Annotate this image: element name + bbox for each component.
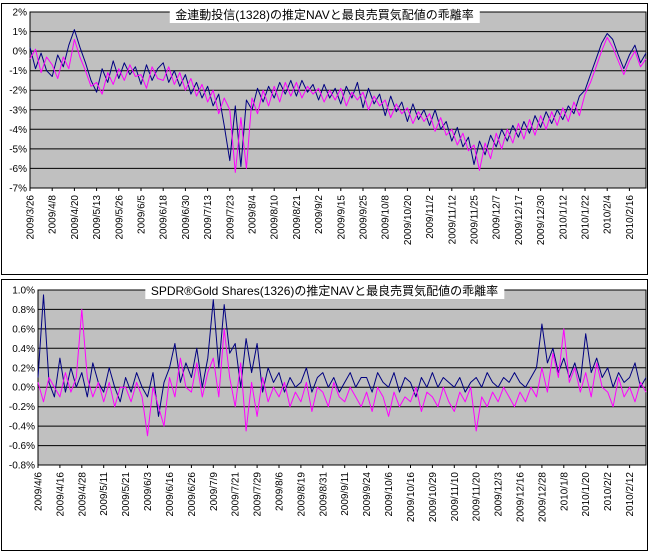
y-axis-label: -3% — [9, 105, 27, 116]
y-axis-label: 0.4% — [12, 344, 35, 355]
x-axis-label: 2009/12/7 — [492, 195, 503, 240]
x-axis-label: 2010/1/8 — [559, 472, 570, 511]
y-axis-label: 0.6% — [12, 324, 35, 335]
chart-canvas: 1.0% 0.8% 0.6% 0.4% 0.2% 0.0% -0.2% -0.4% -0.6% -… — [9, 286, 647, 522]
x-axis-label: 2009/11/10 — [450, 472, 461, 522]
x-axis-label: 2009/7/29 — [253, 472, 264, 517]
x-axis-label: 2010/1/12 — [558, 195, 569, 240]
chart-1326-title: SPDR®Gold Shares(1326)の推定NAVと最良売買気配値の乖離率 — [144, 284, 505, 299]
y-axis-label: 0.0% — [12, 383, 35, 394]
x-axis-label: 2009/4/16 — [55, 472, 66, 517]
y-axis-label: -0.4% — [9, 422, 35, 433]
x-axis-label: 2009/10/8 — [381, 195, 392, 240]
x-axis-label: 2009/11/20 — [472, 472, 483, 522]
x-axis-label: 2009/5/13 — [92, 195, 103, 240]
x-axis-label: 2009/6/16 — [165, 472, 176, 517]
x-axis-label: 2010/1/20 — [581, 472, 592, 517]
y-axis-label: 0.8% — [12, 305, 35, 316]
x-axis-label: 2009/11/2 — [425, 195, 436, 239]
x-axis-label: 2009/3/26 — [26, 195, 37, 240]
x-axis-label: 2010/2/2 — [603, 472, 614, 511]
x-axis-label: 2010/1/22 — [581, 195, 592, 240]
y-axis-label: -7% — [9, 184, 27, 195]
series-magenta-line — [29, 36, 647, 173]
x-axis-label: 2009/9/11 — [340, 472, 351, 516]
x-axis-label: 2009/9/25 — [359, 195, 370, 240]
x-axis-label: 2009/8/4 — [248, 195, 259, 234]
y-axis-label: -6% — [9, 164, 27, 175]
x-axis-label: 2009/7/21 — [231, 472, 242, 517]
x-axis-label: 2009/6/18 — [159, 195, 170, 240]
x-axis-label: 2009/8/21 — [292, 195, 303, 240]
x-axis-label: 2009/4/28 — [77, 472, 88, 517]
x-axis-label: 2009/6/30 — [181, 195, 192, 240]
x-axis-label: 2009/8/10 — [270, 195, 281, 240]
chart-canvas: 2% 1% 0% -1% -2% -3% -4% -5% -6% -7%2009/3/26 2009… — [9, 8, 647, 245]
x-axis-label: 2009/6/3 — [143, 472, 154, 511]
x-axis-label: 2009/10/20 — [403, 195, 414, 245]
x-axis-label: 2009/5/26 — [114, 195, 125, 240]
x-axis-label: 2009/4/6 — [34, 472, 45, 511]
y-axis-label: -1% — [9, 66, 27, 77]
x-axis-label: 2009/12/17 — [514, 195, 525, 245]
x-axis-label: 2010/2/12 — [625, 472, 636, 517]
series-navy-line — [37, 294, 647, 417]
x-axis-label: 2009/9/2 — [314, 195, 325, 234]
x-axis-label: 2009/10/6 — [384, 472, 395, 517]
x-axis-label: 2009/10/16 — [406, 472, 417, 522]
x-axis-label: 2009/6/5 — [137, 195, 148, 234]
x-axis-label: 2009/7/23 — [225, 195, 236, 240]
y-axis-label: 2% — [13, 8, 28, 19]
x-axis-label: 2009/10/29 — [428, 472, 439, 522]
y-axis-label: -0.8% — [9, 461, 35, 472]
chart-1328: 金連動投信(1328)の推定NAVと最良売買気配値の乖離率 2% 1% 0% -1% -… — [1, 3, 648, 275]
x-axis-label: 2009/9/15 — [336, 195, 347, 240]
x-axis-label: 2009/12/16 — [516, 472, 527, 522]
chart-1328-title: 金連動投信(1328)の推定NAVと最良売買気配値の乖離率 — [169, 8, 480, 23]
x-axis-label: 2010/2/16 — [625, 195, 636, 240]
x-axis-label: 2009/6/26 — [187, 472, 198, 517]
y-axis-label: 0.2% — [12, 363, 35, 374]
x-axis-label: 2009/12/3 — [494, 472, 505, 517]
x-axis-label: 2009/11/25 — [470, 195, 481, 245]
chart-1326: SPDR®Gold Shares(1326)の推定NAVと最良売買気配値の乖離率… — [1, 279, 648, 551]
x-axis-label: 2009/7/9 — [209, 472, 220, 511]
x-axis-label: 2009/8/6 — [275, 472, 286, 511]
x-axis-label: 2009/4/20 — [70, 195, 81, 240]
x-axis-label: 2009/11/12 — [447, 195, 458, 245]
x-axis-label: 2009/9/24 — [362, 472, 373, 517]
x-axis-label: 2009/5/11 — [99, 472, 110, 516]
y-axis-label: 1% — [13, 27, 28, 38]
y-axis-label: -0.6% — [9, 441, 35, 452]
x-axis-label: 2010/2/4 — [603, 195, 614, 234]
x-axis-label: 2009/8/19 — [296, 472, 307, 517]
x-axis-label: 2009/12/30 — [536, 195, 547, 245]
series-magenta-line — [37, 308, 647, 437]
x-axis-label: 2009/7/13 — [203, 195, 214, 240]
y-axis-label: -5% — [9, 144, 27, 155]
x-axis-label: 2009/12/28 — [537, 472, 548, 522]
plot-area — [37, 289, 647, 466]
plot-area — [29, 11, 647, 189]
x-axis-label: 2009/5/21 — [121, 472, 132, 517]
x-axis-label: 2009/8/31 — [318, 472, 329, 517]
y-axis-label: -2% — [9, 86, 27, 97]
y-axis-label: 0% — [13, 47, 28, 58]
y-axis-label: -4% — [9, 125, 27, 136]
y-axis-label: -0.2% — [9, 402, 35, 413]
y-axis-label: 1.0% — [12, 286, 35, 297]
x-axis-label: 2009/4/8 — [48, 195, 59, 234]
